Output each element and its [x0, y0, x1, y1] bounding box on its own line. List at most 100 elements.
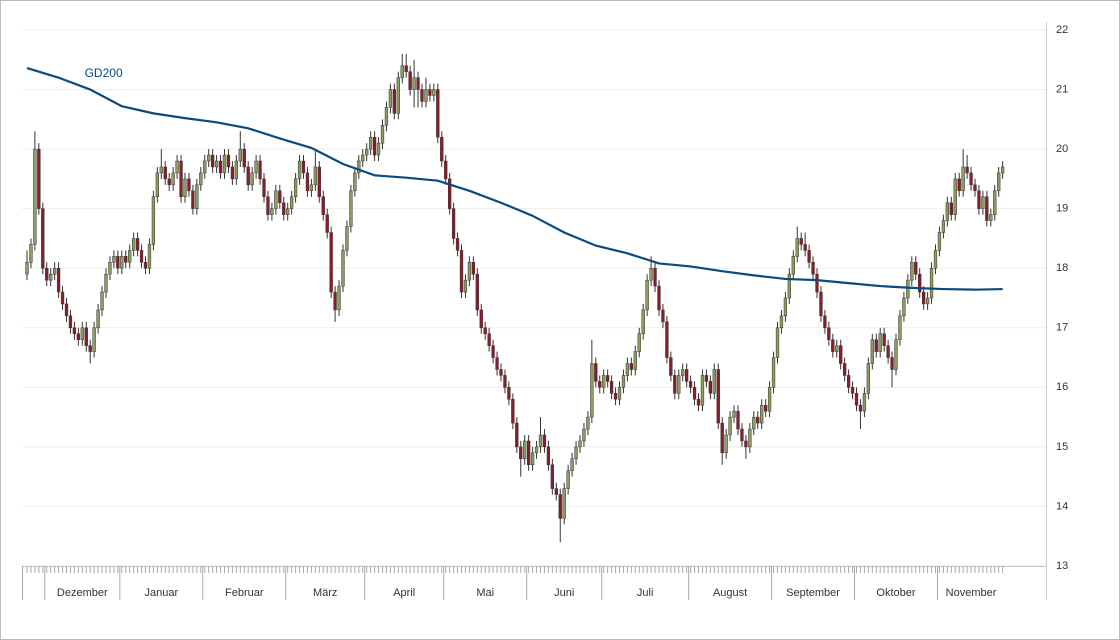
candle-body [527, 440, 531, 466]
candle-body [428, 89, 432, 96]
candle-body [515, 422, 519, 448]
candle-body [92, 327, 96, 352]
candle-body [791, 256, 795, 275]
candle-body [33, 148, 37, 245]
candle-body [621, 375, 626, 388]
candle-body [112, 256, 116, 263]
candle-body [400, 65, 404, 78]
candle-body [76, 333, 80, 340]
candle-body [902, 297, 906, 317]
candle-body [459, 250, 464, 293]
candle-body [479, 309, 483, 329]
candle-body [835, 345, 839, 352]
candle-body [613, 393, 618, 400]
candle-body [337, 285, 341, 311]
candle-body [629, 363, 634, 370]
candle-body [195, 184, 199, 209]
candle-body [416, 77, 420, 90]
candle-body [846, 375, 851, 388]
y-tick-label: 13 [1056, 560, 1068, 572]
candle-body [554, 488, 558, 495]
candle-body [819, 291, 823, 317]
candle-body [854, 393, 859, 406]
candle-body [72, 327, 77, 334]
candle-body [519, 446, 523, 460]
candle-body [570, 458, 574, 471]
candle-body [685, 369, 689, 382]
candle-body [937, 232, 942, 251]
candle-body [665, 321, 669, 358]
candle-body [700, 375, 705, 406]
candle-body [388, 89, 393, 108]
y-tick-label: 21 [1056, 83, 1068, 95]
candle-body [507, 387, 511, 400]
candle-body [448, 178, 452, 209]
candle-body [301, 160, 306, 174]
candle-body [831, 339, 835, 352]
candle-body [455, 238, 460, 251]
candle-body [827, 327, 831, 340]
candle-body [151, 196, 156, 245]
candle-body [890, 357, 894, 370]
candle-body [807, 250, 811, 263]
candle-body [681, 369, 685, 376]
candle-body [602, 375, 606, 388]
candle-body [756, 416, 760, 424]
candle-body [617, 387, 622, 400]
candle-body [744, 440, 748, 448]
candle-body [305, 172, 310, 192]
candle-body [886, 345, 890, 358]
candle-body [692, 387, 697, 400]
candle-body [625, 363, 630, 376]
candle-body [392, 89, 397, 114]
candle-body [353, 172, 357, 192]
candle-body [910, 262, 914, 281]
candle-body [483, 327, 487, 334]
candle-body [562, 488, 566, 519]
candle-body [799, 238, 803, 245]
candle-body [262, 178, 266, 198]
candle-body [914, 262, 918, 275]
candle-body [451, 208, 456, 239]
candle-body [969, 172, 973, 186]
candle-body [728, 416, 732, 436]
y-tick-label: 19 [1056, 203, 1068, 215]
candle-body [467, 262, 472, 281]
candle-body [333, 291, 337, 311]
candle-body [424, 89, 428, 102]
candle-body [874, 339, 878, 352]
candle-body [918, 273, 922, 293]
candle-body [843, 363, 847, 376]
candle-body [147, 244, 152, 269]
candle-body [878, 333, 882, 352]
candle-body [740, 428, 744, 442]
candle-body [475, 273, 479, 311]
candle-body [487, 333, 491, 346]
candle-body [376, 142, 381, 156]
candle-body [609, 381, 614, 394]
candle-body [771, 357, 776, 388]
candle-body [80, 327, 84, 340]
series-label: GD200 [85, 66, 123, 80]
candle-body [922, 291, 926, 305]
candle-body [120, 256, 124, 269]
x-tick-label: Januar [144, 587, 178, 599]
candle-body [53, 267, 57, 275]
candle-body [894, 339, 898, 370]
candle-body [321, 196, 325, 215]
candle-body [463, 279, 468, 293]
candle-body [574, 446, 578, 460]
candle-body [432, 89, 436, 96]
y-tick-label: 14 [1056, 500, 1068, 512]
candle-body [290, 196, 294, 209]
candle-body [100, 291, 104, 311]
candle-body [941, 220, 946, 233]
candle-body [906, 279, 910, 299]
candle-body [862, 393, 867, 412]
candle-body [266, 196, 270, 215]
candle-body [45, 267, 49, 281]
x-tick-label: Juni [554, 587, 574, 599]
candle-body [37, 148, 41, 209]
candle-body [661, 309, 665, 323]
candle-body [823, 315, 827, 329]
